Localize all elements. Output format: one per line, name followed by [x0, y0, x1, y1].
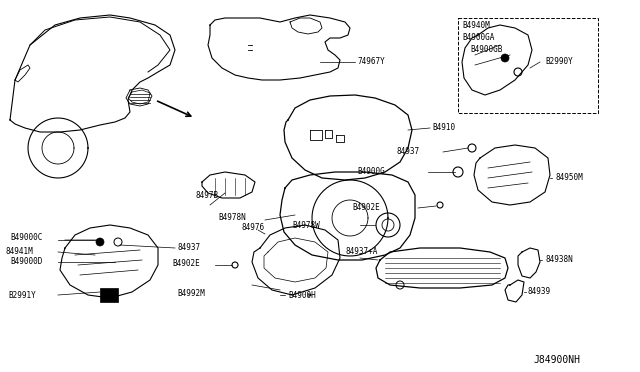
Text: B2991Y: B2991Y — [8, 291, 36, 299]
Text: B4978W: B4978W — [292, 221, 320, 230]
Text: B4902E: B4902E — [172, 259, 200, 267]
Text: B49000D: B49000D — [10, 257, 42, 266]
Text: 84937: 84937 — [397, 148, 420, 157]
Text: B4900H: B4900H — [288, 291, 316, 299]
Circle shape — [501, 54, 509, 62]
Text: 84937+A: 84937+A — [345, 247, 378, 257]
Text: B4940M: B4940M — [462, 20, 490, 29]
Text: 84939: 84939 — [528, 288, 551, 296]
Bar — [458, 18, 598, 113]
Text: 84950M: 84950M — [555, 173, 583, 183]
Text: 74967Y: 74967Y — [357, 58, 385, 67]
Text: B49000C: B49000C — [10, 234, 42, 243]
Text: 84937: 84937 — [177, 244, 200, 253]
Text: 8497B: 8497B — [195, 190, 218, 199]
Text: 84938N: 84938N — [545, 256, 573, 264]
Text: B4900G: B4900G — [357, 167, 385, 176]
Text: J84900NH: J84900NH — [533, 355, 580, 365]
Text: B4900GA: B4900GA — [462, 33, 494, 42]
Bar — [100, 288, 118, 302]
Text: B4978N: B4978N — [218, 214, 246, 222]
Text: 84976: 84976 — [242, 224, 265, 232]
Text: 84941M: 84941M — [5, 247, 33, 257]
Text: B4992M: B4992M — [177, 289, 205, 298]
Text: B2990Y: B2990Y — [545, 58, 573, 67]
Circle shape — [96, 238, 104, 246]
Text: B4900GB: B4900GB — [470, 45, 502, 55]
Text: B4910: B4910 — [432, 124, 455, 132]
Text: B4902E: B4902E — [352, 202, 380, 212]
